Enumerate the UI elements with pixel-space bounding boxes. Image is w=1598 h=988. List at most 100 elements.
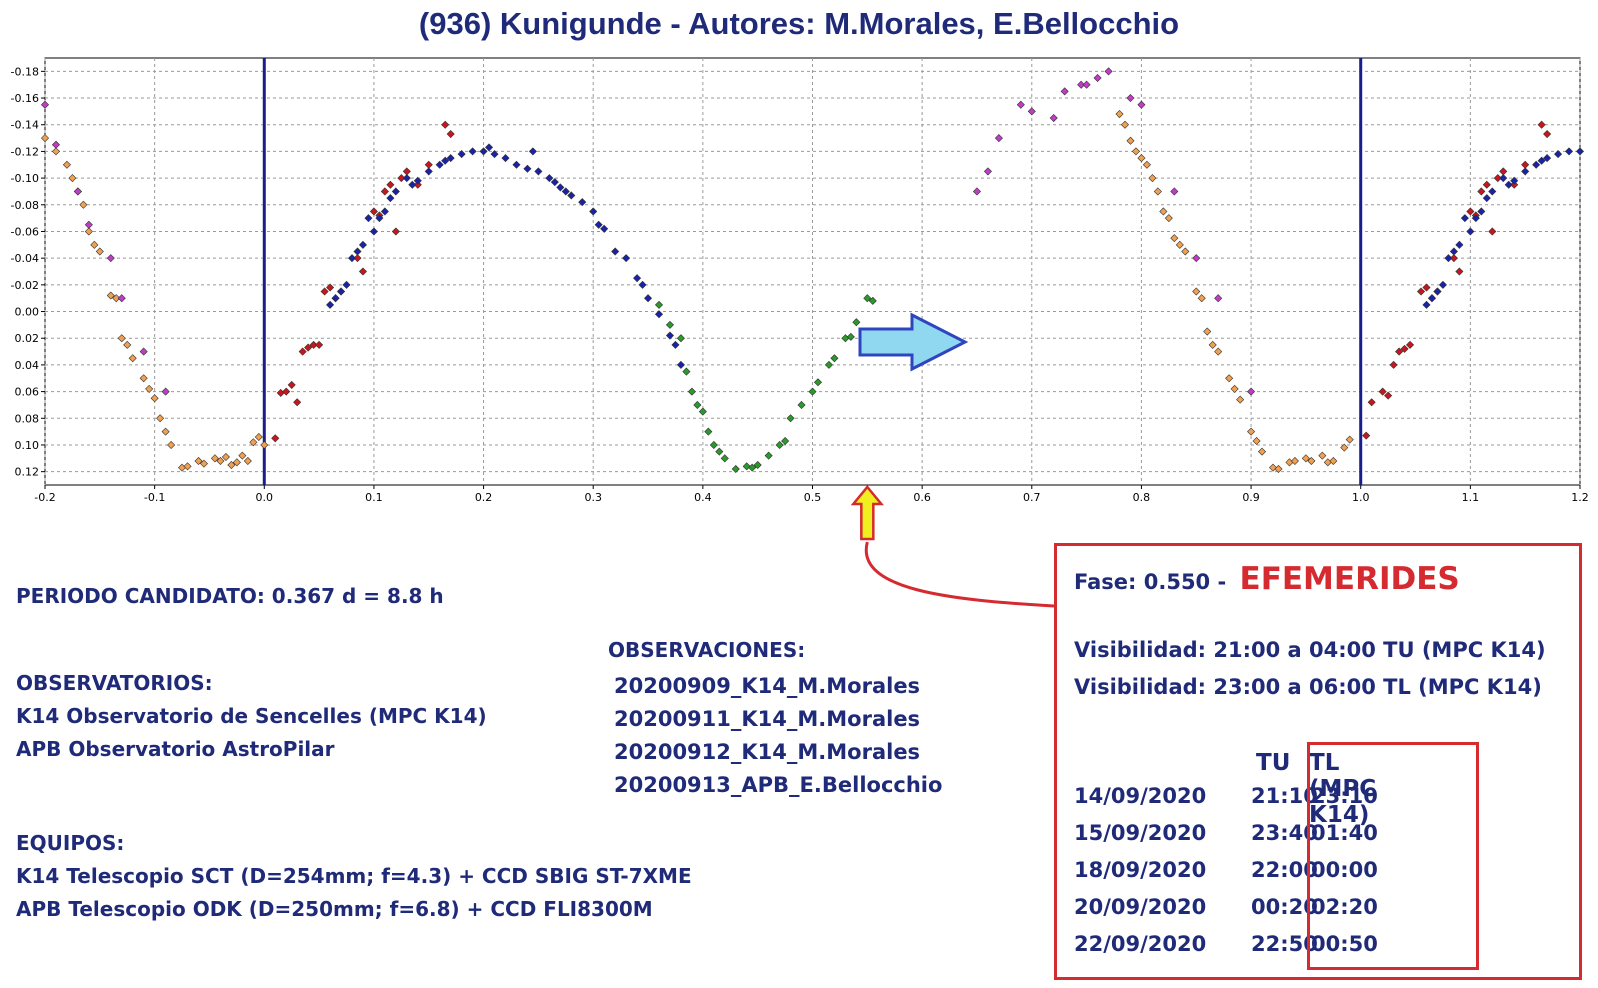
data-point <box>457 150 466 159</box>
x-tick-label: 0.3 <box>584 491 602 504</box>
data-point <box>1307 456 1316 466</box>
data-point <box>106 291 115 300</box>
data-point <box>304 343 313 352</box>
data-point <box>216 456 225 466</box>
data-point <box>353 247 362 256</box>
row-tl: 02:20 <box>1311 895 1378 919</box>
data-point <box>1389 360 1398 369</box>
data-point <box>1400 344 1409 353</box>
data-point <box>446 154 455 163</box>
data-point <box>1137 154 1146 163</box>
phase-text: Fase: 0.550 - <box>1074 570 1227 594</box>
data-point <box>485 143 494 152</box>
data-point <box>1565 147 1574 156</box>
x-tick-label: 0.1 <box>365 491 383 504</box>
data-point <box>709 440 718 449</box>
data-point <box>40 100 50 109</box>
data-point <box>1192 254 1201 263</box>
data-point <box>446 130 455 139</box>
data-point <box>972 187 981 196</box>
data-point <box>1416 287 1426 296</box>
data-point <box>1406 340 1415 349</box>
grid <box>44 58 1581 485</box>
data-point <box>654 310 664 319</box>
data-point <box>1433 287 1442 296</box>
data-point <box>1203 327 1212 336</box>
data-point <box>704 427 713 436</box>
data-point <box>1104 67 1113 76</box>
header-tu: TU <box>1256 750 1291 776</box>
data-point <box>1247 387 1256 396</box>
data-point <box>868 296 877 305</box>
data-point <box>128 354 137 363</box>
data-point <box>468 147 477 156</box>
periodo-text: PERIODO CANDIDATO: 0.367 d = 8.8 h <box>16 584 444 608</box>
data-point <box>665 320 674 329</box>
data-point <box>687 387 696 396</box>
data-point <box>435 160 444 169</box>
data-point <box>408 180 417 189</box>
data-point <box>243 456 252 466</box>
data-point <box>386 194 395 203</box>
data-point <box>797 400 806 409</box>
data-point <box>764 451 773 460</box>
data-point <box>1477 187 1486 196</box>
x-tick-label: 0.9 <box>1242 491 1260 504</box>
data-point <box>594 220 603 229</box>
data-point <box>567 191 576 200</box>
row-tu: 22:00 <box>1251 858 1318 882</box>
data-point <box>1274 464 1283 474</box>
y-tick-label: 0.10 <box>15 439 40 452</box>
data-point <box>84 220 93 229</box>
row-tu: 00:20 <box>1251 895 1318 919</box>
data-point <box>353 254 362 263</box>
row-date: 22/09/2020 <box>1074 932 1207 956</box>
data-point <box>1175 240 1184 249</box>
data-point <box>227 460 236 470</box>
data-point <box>1027 107 1036 116</box>
data-point <box>62 160 71 169</box>
data-point <box>1137 100 1146 109</box>
x-tick-label: 0.6 <box>913 491 931 504</box>
observacion-item: 20200909_K14_M.Morales <box>614 674 921 698</box>
data-point <box>1181 247 1190 256</box>
data-point <box>1192 287 1201 296</box>
y-tick-label: 0.06 <box>15 386 40 399</box>
visibilidad-tl: Visibilidad: 23:00 a 06:00 TL (MPC K14) <box>1074 675 1542 699</box>
data-point <box>161 387 170 396</box>
data-point <box>40 134 50 143</box>
data-point <box>665 331 674 340</box>
data-point <box>199 459 209 468</box>
data-point <box>781 436 790 445</box>
data-point <box>693 400 702 409</box>
header-tl: TL (MPC K14) <box>1309 750 1377 828</box>
data-point <box>1093 73 1102 83</box>
data-point <box>1482 180 1491 189</box>
connector-line <box>864 541 1055 608</box>
data-point <box>824 360 833 369</box>
efemerides-box <box>1054 543 1582 980</box>
data-point <box>210 454 219 463</box>
equipos-block: EQUIPOS: K14 Telescopio SCT (D=254mm; f=… <box>16 827 692 926</box>
data-point <box>1290 456 1299 466</box>
y-tick-label: -0.06 <box>11 225 39 238</box>
data-point <box>1153 187 1162 196</box>
data-point <box>1384 391 1393 400</box>
data-point <box>1115 110 1124 119</box>
data-point <box>156 414 165 423</box>
data-point <box>748 463 757 472</box>
data-point <box>221 452 230 462</box>
observaciones-list: 20200909_K14_M.Morales 20200911_K14_M.Mo… <box>614 670 942 802</box>
x-tick-label: 0.0 <box>256 491 274 504</box>
data-point <box>528 147 537 156</box>
data-point <box>1499 174 1508 183</box>
row-tl: 00:00 <box>1311 858 1378 882</box>
data-point <box>1301 454 1310 463</box>
data-point <box>391 187 400 196</box>
data-point <box>51 140 60 149</box>
axes: -0.2 -0.1 0.0 0.1 0.2 0.3 0.4 0.5 0.6 0.7 0.8 0.9 1.… <box>11 65 1589 504</box>
data-points <box>40 67 1585 474</box>
data-point <box>397 174 406 183</box>
data-point <box>167 440 176 449</box>
